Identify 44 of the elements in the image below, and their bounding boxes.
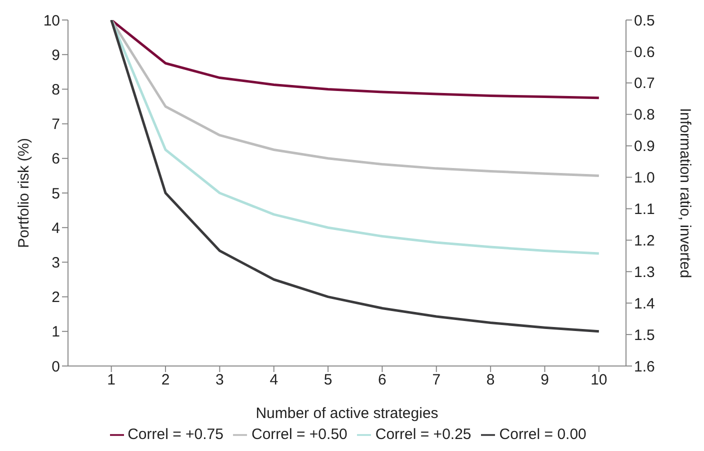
x-tick-label: 3 [216, 372, 224, 389]
x-tick-label: 2 [161, 372, 170, 389]
x-tick-label: 5 [324, 372, 332, 389]
y-tick-label: 5 [52, 185, 60, 202]
x-tick-label: 9 [540, 372, 549, 389]
line-series [110, 20, 600, 100]
x-tick-label: 6 [378, 372, 386, 389]
y2-tick-label: 0.7 [634, 75, 655, 92]
y2-tick-label: 0.5 [634, 12, 655, 30]
y-tick-label: 9 [52, 46, 60, 64]
y-tick-label: 10 [43, 12, 60, 30]
x-tick-label: 10 [590, 372, 608, 389]
line-series [110, 20, 600, 177]
y-tick-label: 0 [52, 358, 60, 376]
y-tick-label: 1 [52, 324, 60, 341]
x-tick-label: 1 [107, 372, 116, 389]
line-series [110, 20, 600, 255]
y2-tick-label: 0.8 [634, 106, 655, 124]
legend-label: Correl = +0.50 [251, 426, 348, 443]
y2-tick-label: 0.9 [634, 138, 655, 156]
y-axis-title: Portfolio risk (%) [15, 138, 32, 248]
y2-tick-label: 1.5 [634, 326, 655, 344]
y2-tick-label: 1.4 [634, 295, 655, 312]
y2-tick-label: 1.0 [634, 170, 655, 187]
x-tick-label: 4 [270, 372, 278, 389]
y-tick-label: 2 [52, 289, 60, 306]
y-tick-label: 4 [52, 220, 60, 237]
legend-label: Correl = 0.00 [499, 426, 586, 443]
y2-tick-label: 0.6 [634, 44, 655, 61]
y2-tick-label: 1.3 [634, 264, 655, 281]
y-tick-label: 3 [52, 254, 60, 272]
line-series [110, 20, 600, 333]
y2-tick-label: 1.1 [634, 201, 655, 218]
y2-tick-label: 1.2 [634, 232, 655, 250]
legend-label: Correl = +0.75 [128, 426, 224, 443]
y-tick-label: 6 [52, 150, 60, 168]
legend-label: Correl = +0.25 [375, 426, 472, 443]
x-tick-label: 7 [432, 372, 441, 389]
y-tick-label: 7 [52, 116, 60, 134]
y-tick-label: 8 [52, 82, 60, 99]
x-tick-label: 8 [486, 372, 495, 389]
x-axis-title: Number of active strategies [256, 405, 438, 422]
y2-axis-title: Information ratio, inverted [676, 108, 694, 278]
y2-tick-label: 1.6 [634, 358, 655, 376]
